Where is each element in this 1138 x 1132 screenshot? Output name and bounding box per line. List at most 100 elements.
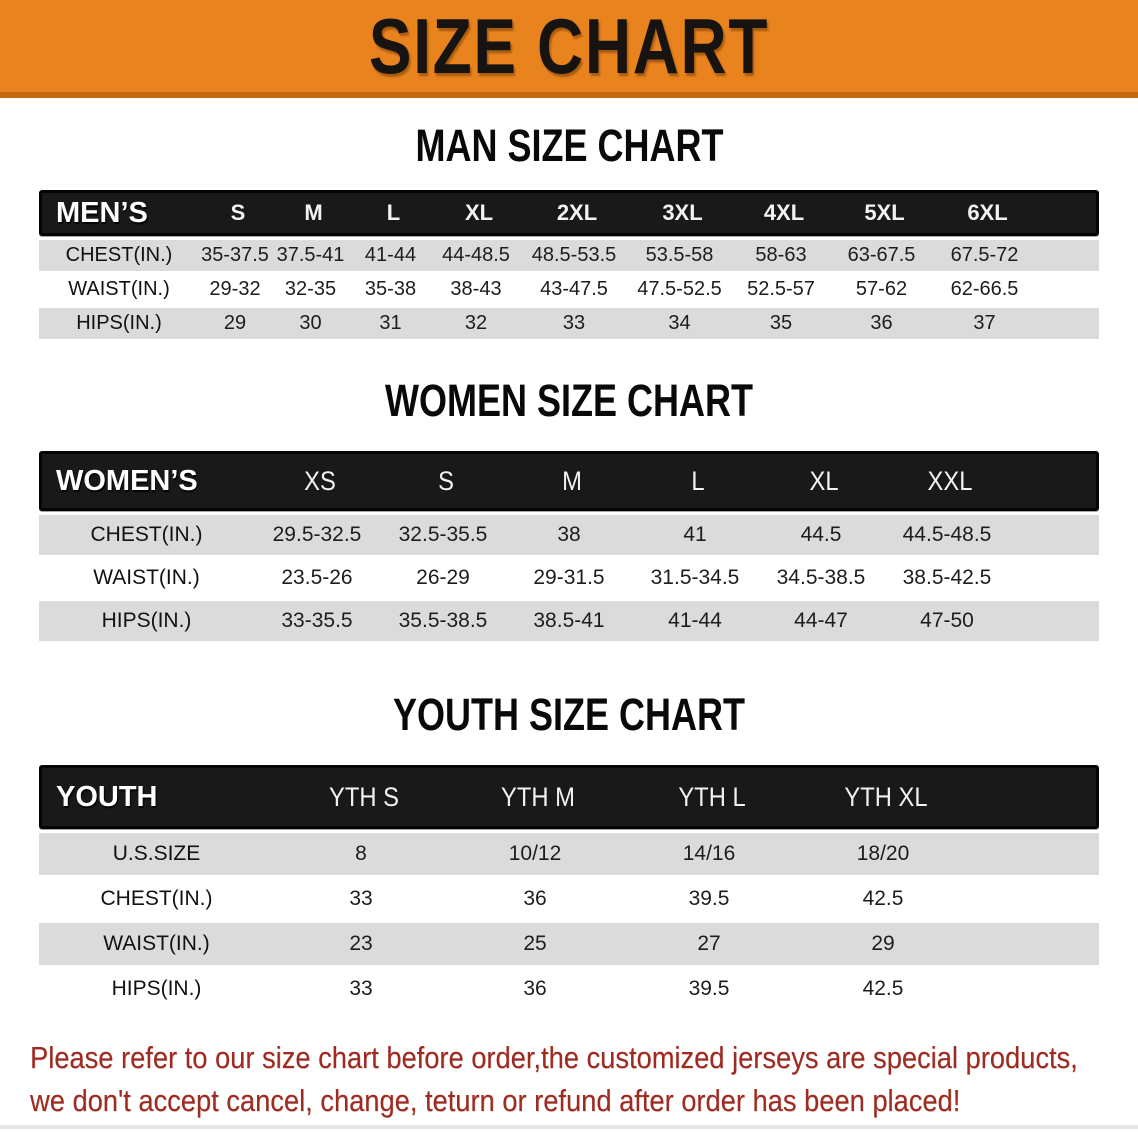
column-header: 2XL	[556, 200, 598, 225]
size-value: 41-44	[364, 244, 417, 266]
row-label: HIPS(IN.)	[76, 312, 162, 334]
column-header: YTH L	[678, 781, 746, 812]
table-row: HIPS(IN.) 33-35.5 35.5-38.5 38.5-41 41-4…	[39, 601, 1099, 641]
size-value: 29-31.5	[533, 566, 605, 589]
size-value: 33	[349, 887, 373, 910]
size-value: 32-35	[284, 278, 337, 300]
column-header: S	[230, 200, 246, 225]
size-value: 42.5	[862, 977, 904, 1000]
womens-size-table: WOMEN’S XS S M L XL XXL CHEST(IN.) 29.5-…	[39, 451, 1099, 641]
youth-table-header-row: YOUTH YTH S YTH M YTH L YTH XL	[39, 765, 1099, 829]
size-value: 35-37.5	[201, 244, 269, 266]
size-value: 10/12	[508, 842, 562, 865]
column-header: M	[562, 465, 582, 496]
column-header: 4XL	[763, 200, 805, 225]
size-value: 57-62	[855, 278, 908, 300]
size-value: 30	[299, 312, 322, 334]
youth-section-heading: YOUTH SIZE CHART	[0, 689, 1138, 740]
women-section-heading-text: WOMEN SIZE CHART	[384, 375, 753, 426]
column-header: XL	[464, 200, 494, 225]
size-value: 38-43	[450, 278, 502, 300]
size-value: 31.5-34.5	[650, 566, 740, 589]
size-value: 47.5-52.5	[637, 278, 722, 300]
size-value: 23	[349, 932, 373, 955]
size-value: 36	[870, 312, 893, 334]
mens-size-table: MEN’S S M L XL 2XL 3XL 4XL 5XL 6XL CHEST…	[39, 190, 1099, 339]
column-header: XS	[304, 465, 336, 496]
column-header: S	[438, 465, 454, 496]
size-value: 29	[223, 312, 247, 334]
table-row: CHEST(IN.) 33 36 39.5 42.5	[39, 878, 1099, 920]
youth-section-heading-text: YOUTH SIZE CHART	[392, 689, 745, 740]
mens-table-label: MEN’S	[56, 196, 148, 229]
size-value: 14/16	[682, 842, 736, 865]
size-value: 52.5-57	[747, 278, 815, 300]
row-label: CHEST(IN.)	[100, 887, 213, 910]
size-value: 62-66.5	[950, 278, 1019, 300]
row-label: WAIST(IN.)	[68, 278, 170, 300]
size-value: 27	[697, 932, 721, 955]
size-value: 33-35.5	[281, 609, 353, 632]
row-label: WAIST(IN.)	[93, 566, 200, 589]
size-value: 8	[355, 842, 367, 865]
mens-table-header-row: MEN’S S M L XL 2XL 3XL 4XL 5XL 6XL	[39, 190, 1099, 236]
size-value: 29.5-32.5	[272, 523, 362, 546]
size-value: 25	[523, 932, 547, 955]
size-value: 63-67.5	[847, 244, 916, 266]
size-chart-banner: SIZE CHART	[0, 0, 1138, 98]
size-value: 37	[973, 312, 996, 334]
size-value: 36	[523, 887, 547, 910]
youth-size-table: YOUTH YTH S YTH M YTH L YTH XL U.S.SIZE …	[39, 765, 1099, 1010]
column-header: 5XL	[864, 200, 905, 225]
size-value: 39.5	[688, 977, 730, 1000]
man-section-heading-text: MAN SIZE CHART	[414, 120, 723, 171]
size-value: 34.5-38.5	[776, 566, 866, 589]
table-row: HIPS(IN.) 29 30 31 32 33 34 35 36 37	[39, 308, 1099, 339]
size-value: 37.5-41	[276, 244, 345, 266]
man-section-heading: MAN SIZE CHART	[0, 120, 1138, 171]
size-value: 33	[562, 312, 586, 334]
column-header: M	[304, 200, 323, 225]
column-header: L	[691, 465, 705, 496]
size-value: 29-32	[209, 278, 261, 300]
column-header: 3XL	[662, 200, 703, 225]
row-label: WAIST(IN.)	[103, 932, 210, 955]
table-row: U.S.SIZE 8 10/12 14/16 18/20	[39, 833, 1099, 875]
size-value: 47-50	[920, 609, 974, 632]
disclaimer-note: Please refer to our size chart before or…	[30, 1036, 1138, 1122]
size-value: 39.5	[688, 887, 730, 910]
size-value: 35.5-38.5	[398, 609, 488, 632]
disclaimer-line-2: we don't accept cancel, change, teturn o…	[30, 1083, 961, 1118]
size-value: 38.5-42.5	[902, 566, 992, 589]
size-value: 41-44	[668, 609, 722, 632]
size-value: 42.5	[862, 887, 904, 910]
womens-table-label: WOMEN’S	[56, 464, 198, 497]
size-value: 38	[557, 523, 581, 546]
table-row: WAIST(IN.) 23 25 27 29	[39, 923, 1099, 965]
column-header: XXL	[927, 465, 973, 496]
size-value: 44-47	[794, 609, 848, 632]
row-label: CHEST(IN.)	[90, 523, 203, 546]
size-value: 34	[668, 312, 691, 334]
table-row: CHEST(IN.) 35-37.5 37.5-41 41-44 44-48.5…	[39, 240, 1099, 271]
size-value: 36	[523, 977, 547, 1000]
table-row: WAIST(IN.) 23.5-26 26-29 29-31.5 31.5-34…	[39, 558, 1099, 598]
size-value: 58-63	[755, 244, 807, 266]
column-header: YTH M	[501, 781, 575, 812]
disclaimer-line-1: Please refer to our size chart before or…	[30, 1040, 1078, 1075]
size-value: 53.5-58	[645, 244, 714, 266]
youth-table-label: YOUTH	[56, 780, 158, 813]
banner-title: SIZE CHART	[368, 1, 770, 90]
table-row: HIPS(IN.) 33 36 39.5 42.5	[39, 968, 1099, 1010]
size-value: 43-47.5	[540, 278, 608, 300]
table-row: WAIST(IN.) 29-32 32-35 35-38 38-43 43-47…	[39, 274, 1099, 305]
column-header: XL	[809, 465, 839, 496]
bottom-divider	[0, 1125, 1138, 1129]
size-value: 44-48.5	[442, 244, 510, 266]
size-value: 18/20	[856, 842, 910, 865]
size-value: 23.5-26	[281, 566, 353, 589]
column-header: 6XL	[967, 200, 1008, 225]
women-section-heading: WOMEN SIZE CHART	[0, 375, 1138, 426]
row-label: CHEST(IN.)	[65, 244, 173, 266]
size-value: 32	[464, 312, 488, 334]
